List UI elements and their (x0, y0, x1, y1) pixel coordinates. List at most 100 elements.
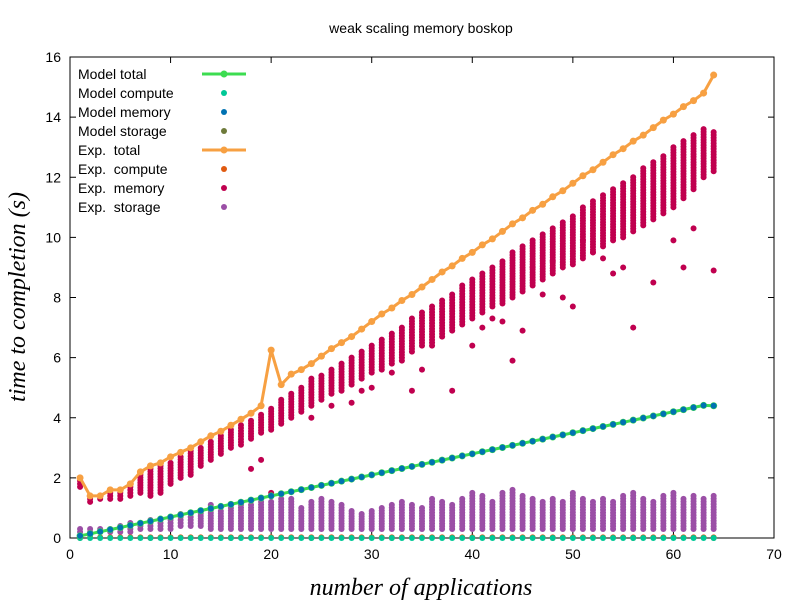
legend-marker (221, 185, 227, 191)
data-point (298, 535, 305, 541)
data-point (147, 518, 154, 525)
data-point (448, 262, 456, 270)
data-point (489, 498, 496, 505)
data-point (519, 535, 526, 541)
legend-item: Model memory (78, 104, 227, 120)
data-point (690, 404, 697, 411)
data-point (458, 254, 466, 262)
data-point (690, 535, 697, 541)
outlier-point (429, 342, 436, 349)
data-point (449, 455, 456, 462)
data-point (388, 330, 395, 337)
y-tick-label: 8 (53, 290, 61, 306)
data-point (680, 138, 687, 145)
data-point (338, 501, 345, 508)
data-point (298, 504, 305, 511)
data-point (137, 535, 144, 541)
legend-item: Exp. total (78, 142, 246, 158)
x-tick-label: 60 (666, 546, 682, 562)
data-point (498, 227, 506, 235)
data-point (610, 421, 617, 428)
data-point (589, 535, 596, 541)
outlier-point (630, 324, 637, 331)
legend-item: Exp. compute (78, 161, 227, 177)
data-point (97, 535, 104, 541)
data-point (429, 535, 436, 541)
data-point (358, 473, 365, 480)
data-point (378, 469, 385, 476)
chart-title: weak scaling memory boskop (328, 20, 513, 36)
data-point (398, 297, 406, 305)
data-point (619, 145, 627, 153)
data-point (127, 535, 134, 541)
data-point (610, 498, 617, 505)
legend-label: Model total (78, 66, 146, 82)
y-tick-label: 6 (53, 350, 61, 366)
outlier-point (258, 456, 265, 463)
data-point (408, 290, 416, 298)
data-point (398, 465, 405, 472)
legend-marker (221, 166, 227, 172)
data-point (519, 440, 526, 447)
data-point (690, 97, 698, 105)
data-point (679, 103, 687, 111)
data-point (268, 405, 275, 412)
data-point (509, 220, 517, 228)
data-point (197, 438, 205, 446)
data-point (237, 422, 244, 429)
data-point (107, 535, 114, 541)
data-point (700, 126, 707, 133)
data-point (519, 492, 526, 499)
legend-label: Exp. compute (78, 161, 168, 177)
data-point (77, 525, 84, 532)
y-axis-title: time to completion (s) (5, 192, 31, 402)
data-point (308, 484, 315, 491)
x-tick-label: 50 (565, 546, 581, 562)
data-point (207, 432, 215, 440)
data-point (419, 504, 425, 511)
data-point (348, 507, 355, 514)
data-point (127, 522, 134, 529)
data-point (599, 158, 607, 166)
series-model-compute (77, 535, 717, 541)
legend-marker (220, 70, 228, 78)
data-point (378, 336, 385, 343)
data-point (288, 495, 295, 502)
data-point (258, 495, 265, 502)
outlier-point (670, 237, 677, 244)
data-point (318, 372, 325, 379)
data-point (439, 297, 446, 304)
y-tick-label: 4 (53, 410, 61, 426)
data-point (117, 535, 124, 541)
data-point (690, 132, 697, 139)
data-point (288, 390, 295, 397)
outlier-point (348, 399, 355, 406)
data-point (680, 406, 687, 413)
data-point (147, 535, 154, 541)
series-model-memory (77, 402, 717, 539)
data-point (278, 495, 285, 502)
outlier-point (479, 324, 486, 331)
outlier-point (620, 264, 627, 271)
data-point (670, 535, 677, 541)
data-point (630, 417, 637, 424)
outlier-point (509, 357, 516, 364)
legend-marker (220, 146, 228, 154)
x-tick-label: 0 (66, 546, 74, 562)
data-point (539, 200, 547, 208)
data-point (640, 535, 647, 541)
data-point (227, 501, 234, 508)
outlier-point (358, 387, 365, 394)
data-point (509, 486, 516, 493)
data-point (639, 131, 647, 139)
data-point (187, 444, 195, 452)
data-point (248, 417, 255, 424)
data-point (398, 498, 405, 505)
y-tick-label: 14 (45, 109, 61, 125)
series-exp-storage (77, 486, 717, 535)
data-point (429, 495, 436, 502)
data-point (418, 283, 426, 291)
data-point (408, 535, 415, 541)
data-point (388, 535, 395, 541)
data-point (207, 505, 214, 512)
